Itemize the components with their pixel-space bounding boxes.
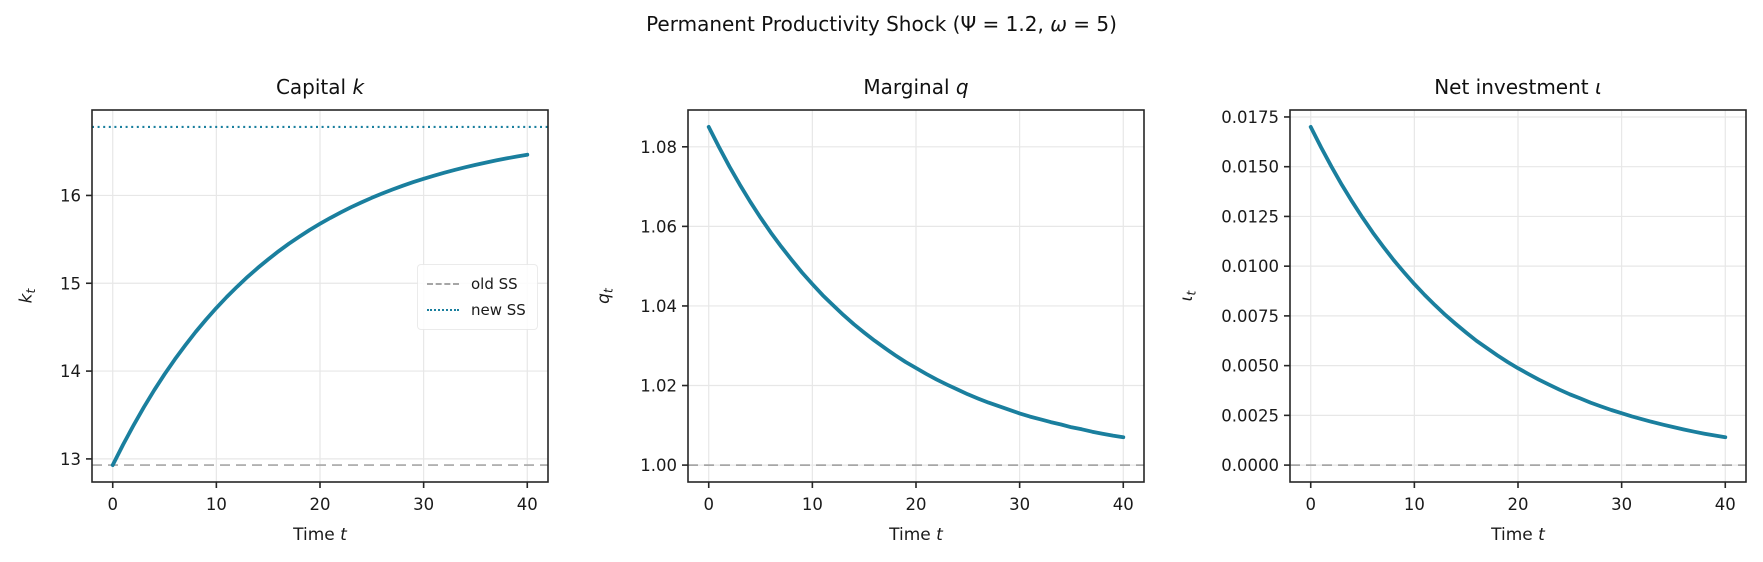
svg-text:0.0025: 0.0025 — [1221, 406, 1279, 425]
svg-text:16: 16 — [60, 186, 81, 205]
svg-text:kt: kt — [16, 288, 38, 304]
svg-text:10: 10 — [802, 495, 823, 514]
svg-text:0: 0 — [107, 495, 118, 514]
legend-item-new-ss: new SS — [427, 297, 526, 323]
chart-panel-net-investment: 0 10 20 30 40 0.0000 0.0025 0.0050 0.0075 0.0100 0… — [1177, 75, 1747, 545]
svg-text:30: 30 — [1611, 495, 1632, 514]
chart-panel-capital: 0 10 20 30 40 13 14 15 16 Capital k Time t kt — [16, 75, 549, 545]
svg-text:Time t: Time t — [292, 525, 348, 545]
figure-suptitle: Permanent Productivity Shock (Ψ = 1.2, ω… — [0, 11, 1763, 37]
svg-text:14: 14 — [60, 362, 81, 381]
svg-text:Time t: Time t — [888, 525, 944, 545]
svg-text:0.0100: 0.0100 — [1221, 257, 1279, 276]
svg-text:0.0050: 0.0050 — [1221, 357, 1279, 376]
svg-text:0.0150: 0.0150 — [1221, 158, 1279, 177]
svg-text:15: 15 — [60, 274, 81, 293]
dotted-line-swatch-icon — [427, 309, 459, 311]
svg-text:10: 10 — [1404, 495, 1425, 514]
legend-item-old-ss: old SS — [427, 271, 526, 297]
suptitle-text: Permanent Productivity Shock (Ψ = 1.2, — [646, 12, 1051, 36]
svg-text:Net investment ι: Net investment ι — [1434, 75, 1602, 99]
svg-text:40: 40 — [1715, 495, 1736, 514]
svg-text:10: 10 — [206, 495, 227, 514]
svg-text:13: 13 — [60, 450, 81, 469]
chart-panel-marginal-q: 0 10 20 30 40 1.00 1.02 1.04 1.06 1.08 Marginal q T… — [594, 75, 1145, 545]
svg-text:0.0000: 0.0000 — [1221, 456, 1279, 475]
legend: old SS new SS — [417, 264, 538, 330]
svg-text:Marginal q: Marginal q — [863, 75, 968, 99]
suptitle-omega-symbol: ω — [1050, 12, 1067, 36]
svg-text:0.0075: 0.0075 — [1221, 307, 1279, 326]
svg-text:Time t: Time t — [1490, 525, 1546, 545]
legend-label: old SS — [471, 275, 518, 293]
svg-text:0.0175: 0.0175 — [1221, 108, 1279, 127]
legend-label: new SS — [471, 301, 526, 319]
dashed-line-swatch-icon — [427, 283, 459, 285]
suptitle-text: = 5) — [1066, 12, 1117, 36]
svg-text:1.00: 1.00 — [640, 456, 677, 475]
svg-text:0: 0 — [1305, 495, 1316, 514]
svg-text:0: 0 — [703, 495, 714, 514]
svg-text:0.0125: 0.0125 — [1221, 207, 1279, 226]
svg-text:1.06: 1.06 — [640, 217, 677, 236]
svg-text:qt: qt — [594, 287, 616, 304]
svg-text:1.04: 1.04 — [640, 297, 677, 316]
svg-text:40: 40 — [517, 495, 538, 514]
svg-text:20: 20 — [906, 495, 927, 514]
svg-text:30: 30 — [1009, 495, 1030, 514]
svg-text:40: 40 — [1113, 495, 1134, 514]
svg-text:20: 20 — [310, 495, 331, 514]
svg-text:ιt: ιt — [1177, 290, 1199, 302]
svg-text:Capital k: Capital k — [276, 75, 365, 99]
svg-text:1.08: 1.08 — [640, 138, 677, 157]
svg-text:1.02: 1.02 — [640, 377, 677, 396]
svg-text:30: 30 — [413, 495, 434, 514]
svg-text:20: 20 — [1508, 495, 1529, 514]
